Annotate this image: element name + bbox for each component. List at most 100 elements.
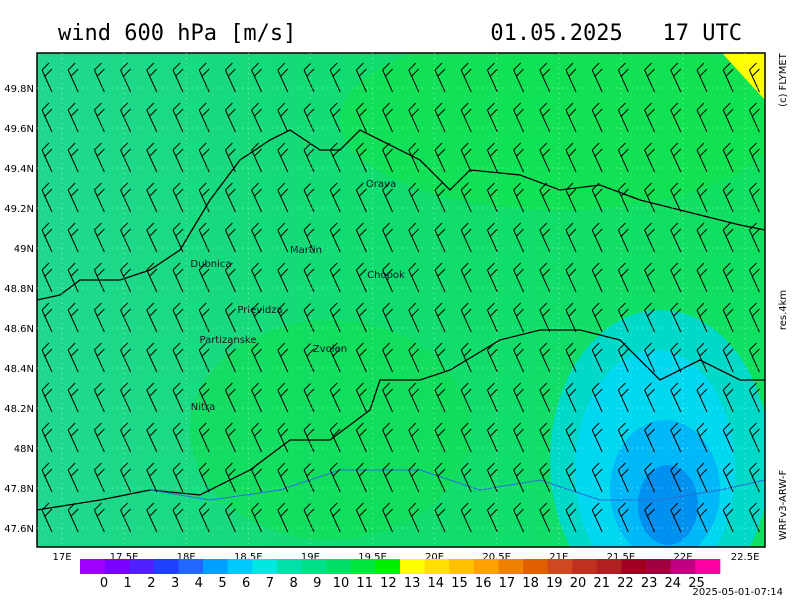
- colorbar-swatch: [178, 559, 204, 574]
- colorbar-label: 7: [266, 576, 274, 591]
- wind-barb: [434, 342, 446, 373]
- lon-label: 18.5E: [234, 552, 263, 563]
- wind-barb: [41, 342, 53, 373]
- wind-barb: [513, 262, 525, 293]
- wind-barb: [434, 502, 446, 533]
- wind-barb: [670, 302, 682, 333]
- timestamp: 2025-05-01-07:14: [692, 587, 783, 598]
- wind-barb: [460, 62, 472, 93]
- wind-barb: [617, 222, 629, 253]
- wind-barb: [120, 302, 132, 333]
- wind-barb: [539, 142, 551, 173]
- colorbar-label: 24: [665, 576, 682, 591]
- wind-barb: [617, 422, 629, 453]
- wind-barb: [67, 62, 79, 93]
- wind-barb: [355, 462, 367, 493]
- wind-barb: [277, 382, 289, 413]
- colorbar-label: 3: [171, 576, 179, 591]
- wind-barb: [172, 182, 184, 213]
- wind-barb: [460, 342, 472, 373]
- wind-barb: [382, 302, 394, 333]
- lon-label: 17.5E: [110, 552, 139, 563]
- wind-barb: [251, 222, 263, 253]
- wind-barb: [277, 262, 289, 293]
- wind-barb: [382, 342, 394, 373]
- wind-barb: [460, 302, 472, 333]
- wind-barb: [722, 182, 734, 213]
- wind-barb: [67, 182, 79, 213]
- wind-barb: [539, 302, 551, 333]
- wind-barb: [41, 142, 53, 173]
- wind-barb: [486, 462, 498, 493]
- wind-barb: [67, 342, 79, 373]
- wind-barb: [670, 142, 682, 173]
- field-patch: [340, 53, 765, 210]
- wind-barb: [41, 102, 53, 133]
- wind-barb: [670, 502, 682, 533]
- wind-barb: [670, 422, 682, 453]
- wind-barb: [539, 502, 551, 533]
- border: [37, 129, 765, 301]
- wind-barb: [146, 62, 158, 93]
- colorbar-label: 13: [404, 576, 421, 591]
- colorbar-swatch: [153, 559, 179, 574]
- wind-barbs: [41, 62, 760, 533]
- wind-barb: [41, 222, 53, 253]
- wind-barb: [565, 182, 577, 213]
- wind-barb: [251, 302, 263, 333]
- wind-barb: [224, 142, 236, 173]
- wind-barb: [722, 222, 734, 253]
- wind-barb: [146, 302, 158, 333]
- wind-barb: [696, 422, 708, 453]
- wind-barb: [67, 102, 79, 133]
- wind-barb: [224, 182, 236, 213]
- wind-barb: [251, 342, 263, 373]
- wind-barb: [565, 222, 577, 253]
- wind-barb: [460, 382, 472, 413]
- wind-barb: [224, 222, 236, 253]
- wind-barb: [696, 222, 708, 253]
- colorbar-label: 18: [522, 576, 539, 591]
- wind-barb: [224, 342, 236, 373]
- colorbar-swatch: [80, 559, 105, 574]
- wind-barb: [41, 62, 53, 93]
- place-label: Zvolen: [313, 344, 347, 355]
- wind-barb: [251, 62, 263, 93]
- place-label: Martin: [290, 245, 322, 256]
- wind-barb: [67, 502, 79, 533]
- wind-barb: [355, 62, 367, 93]
- wind-barb: [224, 502, 236, 533]
- colorbar-swatch: [621, 559, 647, 574]
- wind-barb: [486, 262, 498, 293]
- wind-barb: [382, 222, 394, 253]
- wind-barb: [41, 262, 53, 293]
- wind-barb: [591, 342, 603, 373]
- wind-barb: [486, 142, 498, 173]
- wind-barb: [460, 142, 472, 173]
- wind-barb: [355, 262, 367, 293]
- wind-barb: [617, 382, 629, 413]
- wind-barb: [722, 382, 734, 413]
- wind-barb: [565, 502, 577, 533]
- wind-barb: [41, 502, 53, 533]
- colorbar-label: 9: [313, 576, 321, 591]
- wind-barb: [382, 182, 394, 213]
- lat-label: 48.6N: [4, 324, 34, 335]
- colorbar-swatch: [695, 559, 721, 574]
- colorbar-swatch: [596, 559, 622, 574]
- wind-barb: [460, 222, 472, 253]
- colorbar-swatch: [350, 559, 376, 574]
- wind-barb: [41, 462, 53, 493]
- wind-barb: [329, 462, 341, 493]
- wind-barb: [434, 102, 446, 133]
- wind-barb: [41, 382, 53, 413]
- place-label: Orava: [366, 179, 396, 190]
- lat-label: 49.4N: [4, 164, 34, 175]
- place-label: Dubnica: [190, 259, 231, 270]
- wind-barb: [617, 262, 629, 293]
- wind-barb: [67, 222, 79, 253]
- wind-barb: [539, 422, 551, 453]
- wind-barb: [591, 182, 603, 213]
- model: WRFv3-ARW-F: [778, 470, 789, 541]
